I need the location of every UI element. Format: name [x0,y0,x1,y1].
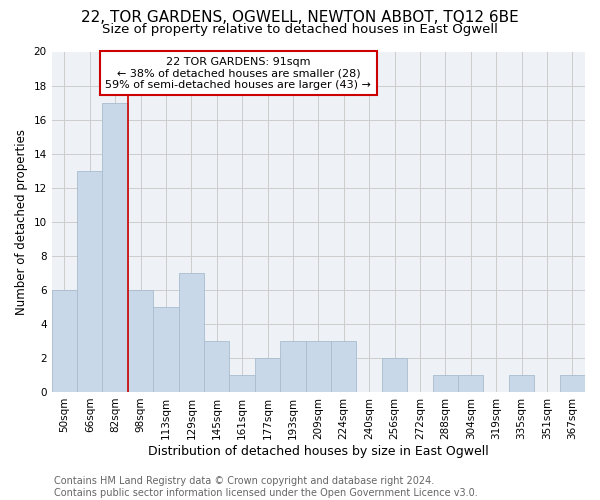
Text: Contains HM Land Registry data © Crown copyright and database right 2024.
Contai: Contains HM Land Registry data © Crown c… [54,476,478,498]
Bar [153,307,179,392]
Bar [433,375,458,392]
Bar [128,290,153,392]
X-axis label: Distribution of detached houses by size in East Ogwell: Distribution of detached houses by size … [148,444,489,458]
Bar [179,273,204,392]
Text: Size of property relative to detached houses in East Ogwell: Size of property relative to detached ho… [102,22,498,36]
Bar [280,341,305,392]
Bar [229,375,255,392]
Bar [458,375,484,392]
Bar [204,341,229,392]
Bar [331,341,356,392]
Text: 22, TOR GARDENS, OGWELL, NEWTON ABBOT, TQ12 6BE: 22, TOR GARDENS, OGWELL, NEWTON ABBOT, T… [81,10,519,25]
Bar [509,375,534,392]
Bar [52,290,77,392]
Bar [103,102,128,392]
Bar [255,358,280,392]
Bar [560,375,585,392]
Text: 22 TOR GARDENS: 91sqm
← 38% of detached houses are smaller (28)
59% of semi-deta: 22 TOR GARDENS: 91sqm ← 38% of detached … [106,56,371,90]
Bar [305,341,331,392]
Bar [77,170,103,392]
Y-axis label: Number of detached properties: Number of detached properties [15,128,28,314]
Bar [382,358,407,392]
